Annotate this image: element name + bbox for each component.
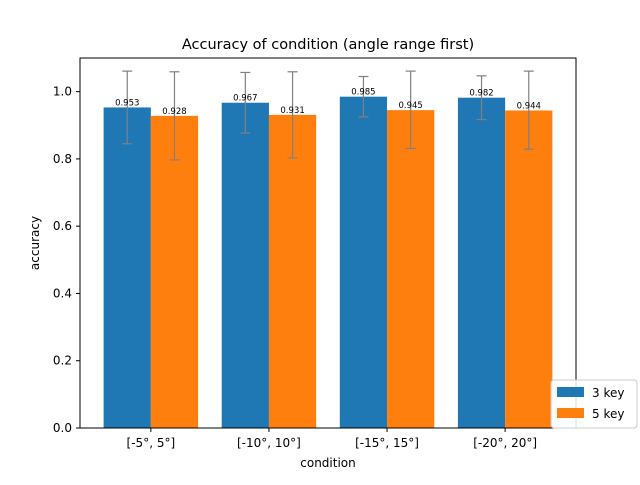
x-axis-label: condition bbox=[300, 456, 355, 470]
value-label-2-4: 0.944 bbox=[517, 101, 541, 111]
bar-1-2 bbox=[221, 102, 269, 429]
y-tick-label-0: 0.0 bbox=[53, 421, 72, 435]
bar-2-3 bbox=[387, 110, 435, 429]
bar-2-2 bbox=[268, 114, 317, 428]
chart-title: Accuracy of condition (angle range first… bbox=[182, 37, 474, 53]
x-tick-label-1: [-10°, 10°] bbox=[237, 436, 301, 450]
bar-1-4 bbox=[457, 97, 506, 428]
y-tick-label-1: 0.2 bbox=[53, 354, 72, 368]
y-tick-label-5: 1.0 bbox=[53, 85, 72, 99]
y-tick-label-2: 0.4 bbox=[53, 286, 72, 300]
legend: 3 key 5 key bbox=[550, 379, 638, 429]
legend-label-1: 3 key bbox=[592, 386, 624, 400]
y-axis-label: accuracy bbox=[28, 216, 42, 270]
bar-2-4 bbox=[505, 110, 553, 429]
value-label-1-2: 0.967 bbox=[233, 94, 257, 104]
x-tick-label-3: [-20°, 20°] bbox=[473, 436, 537, 450]
value-label-2-2: 0.931 bbox=[280, 106, 304, 116]
value-label-2-3: 0.945 bbox=[398, 101, 422, 111]
y-tick-label-4: 0.8 bbox=[53, 152, 72, 166]
bar-1-1 bbox=[103, 107, 151, 428]
axes-frame bbox=[79, 57, 577, 429]
plot-area: 0.953 0.967 0.985 0.982 0.928 0.931 0.945 0.944 bbox=[103, 70, 553, 429]
x-axis: [-5°, 5°] [-10°, 10°] [-15°, 15°] [-20°, 20… bbox=[127, 428, 537, 450]
value-label-1-3: 0.985 bbox=[351, 88, 375, 98]
legend-swatch-1 bbox=[557, 387, 584, 397]
y-axis: 0.0 0.2 0.4 0.6 0.8 1.0 bbox=[53, 85, 80, 435]
bar-2-1 bbox=[150, 115, 199, 428]
x-tick-label-2: [-15°, 15°] bbox=[355, 436, 419, 450]
bar-1-3 bbox=[339, 96, 388, 428]
value-label-1-4: 0.982 bbox=[469, 89, 493, 99]
y-tick-label-3: 0.6 bbox=[53, 219, 72, 233]
legend-label-2: 5 key bbox=[592, 407, 624, 421]
x-tick-label-0: [-5°, 5°] bbox=[127, 436, 176, 450]
value-label-1-1: 0.953 bbox=[115, 98, 139, 108]
value-label-2-1: 0.928 bbox=[162, 107, 186, 117]
legend-swatch-2 bbox=[557, 408, 584, 418]
